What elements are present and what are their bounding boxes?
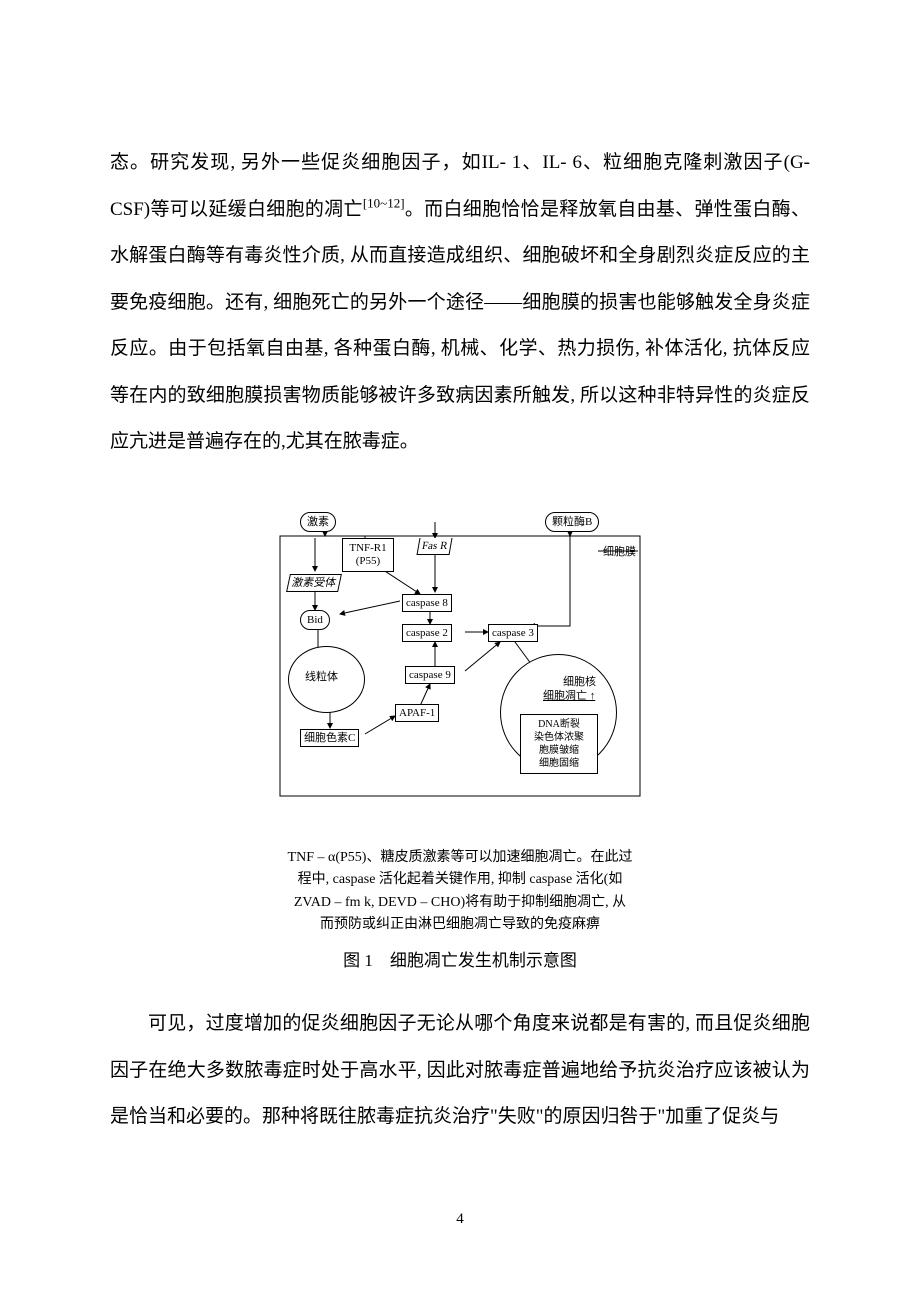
node-hormone: 激素: [300, 512, 336, 532]
node-apaf1: APAF-1: [395, 704, 439, 722]
caption-line-3: ZVAD – fm k, DEVD – CHO)将有助于抑制细胞凋亡, 从: [250, 892, 670, 914]
caption-line-1: TNF – α(P55)、糖皮质激素等可以加速细胞凋亡。在此过: [250, 847, 670, 869]
page: 态。研究发现, 另外一些促炎细胞因子，如IL- 1、IL- 6、粒细胞克隆刺激因…: [0, 0, 920, 1288]
label-apoptosis-up: 细胞凋亡 ↑: [540, 688, 598, 704]
caption-line-4: 而预防或纠正由淋巴细胞凋亡导致的免疫麻痹: [250, 914, 670, 936]
caption-line-2: 程中, caspase 活化起着关键作用, 抑制 caspase 活化(如: [250, 869, 670, 891]
para1-tail: 。而白细胞恰恰是释放氧自由基、弹性蛋白酶、水解蛋白酶等有毒炎性介质, 从而直接造…: [110, 199, 810, 453]
node-granzyme-b: 颗粒酶B: [545, 512, 599, 532]
paragraph-2: 可见，过度增加的促炎细胞因子无论从哪个角度来说都是有害的, 而且促炎细胞因子在绝…: [110, 1001, 810, 1141]
label-mitochondria: 线粒体: [302, 669, 341, 685]
paragraph-1: 态。研究发现, 另外一些促炎细胞因子，如IL- 1、IL- 6、粒细胞克隆刺激因…: [110, 140, 810, 466]
page-number: 4: [110, 1211, 810, 1228]
node-caspase2: caspase 2: [402, 624, 452, 642]
figure-title: 图 1 细胞凋亡发生机制示意图: [110, 946, 810, 971]
apoptosis-diagram: 激素 TNF-R1(P55) Fas R 颗粒酶B 细胞膜 激素受体 Bid c…: [270, 516, 650, 826]
citation-10-12: [10~12]: [363, 195, 405, 210]
node-caspase8: caspase 8: [402, 594, 452, 612]
node-tnfr1: TNF-R1(P55): [342, 538, 394, 572]
figure-caption: TNF – α(P55)、糖皮质激素等可以加速细胞凋亡。在此过 程中, casp…: [250, 847, 670, 937]
node-effects: DNA断裂染色体浓聚胞膜皱缩细胞固缩: [520, 714, 598, 774]
node-bid: Bid: [300, 610, 330, 630]
label-cell-membrane: 细胞膜: [600, 544, 639, 560]
node-caspase3: caspase 3: [488, 624, 538, 642]
node-caspase9: caspase 9: [405, 666, 455, 684]
node-hormone-receptor: 激素受体: [286, 574, 342, 592]
figure-1: 激素 TNF-R1(P55) Fas R 颗粒酶B 细胞膜 激素受体 Bid c…: [110, 516, 810, 972]
node-cytochrome-c: 细胞色素C: [300, 729, 359, 747]
node-fasr: Fas R: [417, 538, 453, 555]
